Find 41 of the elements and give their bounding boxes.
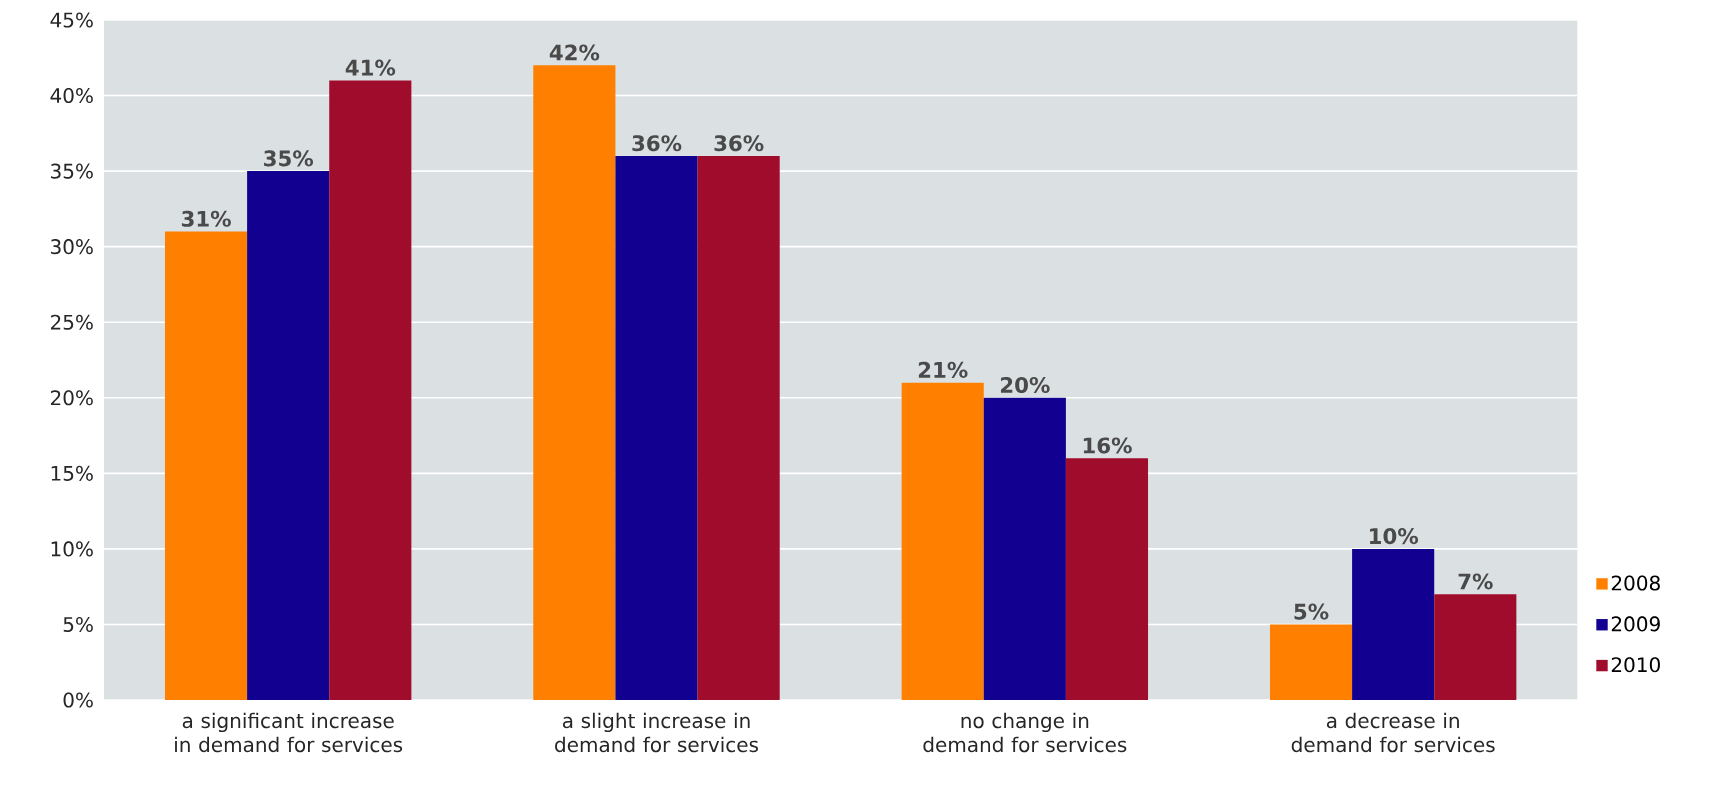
- y-tick-label: 5%: [63, 616, 93, 633]
- data-label: 42%: [549, 44, 600, 61]
- bar: [164, 231, 248, 700]
- y-tick-label: 30%: [51, 239, 93, 255]
- bar: [533, 65, 616, 700]
- x-tick-label: a decrease in demand for services: [1291, 712, 1495, 753]
- y-tick-label: 15%: [51, 465, 93, 481]
- y-tick-label: 40%: [50, 87, 93, 104]
- bar: [901, 382, 984, 700]
- data-label: 7%: [1458, 573, 1493, 590]
- data-label: 35%: [264, 150, 314, 167]
- data-label: 16%: [1083, 437, 1132, 454]
- bar: [697, 156, 780, 700]
- data-label: 5%: [1294, 603, 1329, 620]
- x-tick-label: a significant increase in demand for services: [175, 712, 403, 753]
- bar: [1269, 624, 1353, 700]
- bar: [1434, 594, 1517, 700]
- legend-label: 2008: [1611, 575, 1660, 591]
- bar: [615, 156, 698, 700]
- legend-label: 2010: [1611, 657, 1660, 673]
- y-tick-label: 20%: [50, 390, 93, 406]
- data-label: 20%: [1000, 376, 1050, 394]
- legend-label: 2009: [1611, 616, 1660, 632]
- bar: [247, 171, 330, 700]
- bar: [1352, 548, 1435, 700]
- bar: [329, 80, 412, 700]
- y-tick-label: 25%: [50, 314, 93, 330]
- y-tick-label: 10%: [51, 541, 93, 557]
- x-tick-label: a slight increase in demand for services: [555, 712, 759, 753]
- data-label: 21%: [918, 361, 968, 378]
- y-tick-label: 45%: [50, 12, 93, 28]
- bar: [1065, 458, 1149, 700]
- data-label: 10%: [1370, 528, 1419, 545]
- data-label: 31%: [181, 210, 231, 227]
- data-label: 41%: [345, 59, 396, 76]
- bar: [983, 397, 1066, 700]
- y-tick-label: 35%: [51, 163, 93, 179]
- data-label: 36%: [714, 135, 764, 152]
- data-label: 36%: [632, 135, 682, 152]
- y-tick-label: 0%: [63, 692, 93, 708]
- x-tick-label: no change in demand for services: [923, 712, 1127, 753]
